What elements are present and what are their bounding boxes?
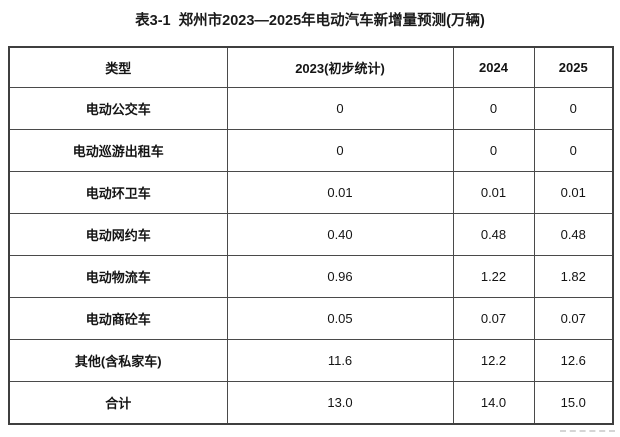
cell-2025: 0 <box>533 129 614 172</box>
cell-type: 合计 <box>8 381 228 425</box>
cell-type: 其他(含私家车) <box>8 339 228 382</box>
cell-2023: 13.0 <box>226 381 454 425</box>
header-row: 类型 2023(初步统计) 2024 2025 <box>8 46 614 88</box>
table-row: 电动巡游出租车 0 0 0 <box>8 129 614 172</box>
cell-2025: 1.82 <box>533 255 614 298</box>
column-header-type: 类型 <box>8 46 228 88</box>
cell-2024: 0 <box>452 87 535 130</box>
table-row: 合计 13.0 14.0 15.0 <box>8 381 614 425</box>
cell-2025: 0.07 <box>533 297 614 340</box>
cell-2023: 0.01 <box>226 171 454 214</box>
table-row: 电动公交车 0 0 0 <box>8 87 614 130</box>
cell-2024: 12.2 <box>452 339 535 382</box>
cell-2024: 14.0 <box>452 381 535 425</box>
table-row: 其他(含私家车) 11.6 12.2 12.6 <box>8 339 614 382</box>
cell-2023: 0.05 <box>226 297 454 340</box>
forecast-table: 类型 2023(初步统计) 2024 2025 电动公交车 0 0 0 电动巡游… <box>8 46 614 425</box>
cell-2024: 0.07 <box>452 297 535 340</box>
cell-type: 电动公交车 <box>8 87 228 130</box>
cell-2024: 0.48 <box>452 213 535 256</box>
cell-type: 电动商砼车 <box>8 297 228 340</box>
cell-2023: 11.6 <box>226 339 454 382</box>
cell-2025: 0.48 <box>533 213 614 256</box>
cell-2024: 0.01 <box>452 171 535 214</box>
cell-2025: 12.6 <box>533 339 614 382</box>
cell-2023: 0 <box>226 129 454 172</box>
cell-2025: 0.01 <box>533 171 614 214</box>
column-header-2023: 2023(初步统计) <box>226 46 454 88</box>
column-header-2025: 2025 <box>533 46 614 88</box>
cell-2024: 0 <box>452 129 535 172</box>
cell-type: 电动物流车 <box>8 255 228 298</box>
table-row: 电动物流车 0.96 1.22 1.82 <box>8 255 614 298</box>
cell-type: 电动巡游出租车 <box>8 129 228 172</box>
table-title: 表3-1 郑州市2023—2025年电动汽车新增量预测(万辆) <box>135 13 485 29</box>
cell-type: 电动环卫车 <box>8 171 228 214</box>
cell-type: 电动网约车 <box>8 213 228 256</box>
cell-2024: 1.22 <box>452 255 535 298</box>
cell-2023: 0.96 <box>226 255 454 298</box>
table-row: 电动环卫车 0.01 0.01 0.01 <box>8 171 614 214</box>
cell-2023: 0.40 <box>226 213 454 256</box>
table-row: 电动网约车 0.40 0.48 0.48 <box>8 213 614 256</box>
watermark-artifact <box>560 423 615 432</box>
cell-2025: 15.0 <box>533 381 614 425</box>
cell-2025: 0 <box>533 87 614 130</box>
cell-2023: 0 <box>226 87 454 130</box>
column-header-2024: 2024 <box>452 46 535 88</box>
table-row: 电动商砼车 0.05 0.07 0.07 <box>8 297 614 340</box>
